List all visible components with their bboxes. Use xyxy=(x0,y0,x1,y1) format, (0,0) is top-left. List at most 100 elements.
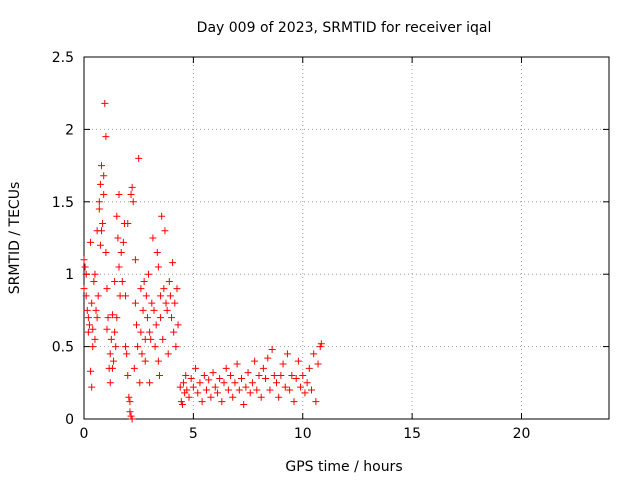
data-point xyxy=(106,350,114,358)
data-point xyxy=(150,306,158,314)
data-point xyxy=(100,191,108,199)
data-point xyxy=(127,412,135,420)
data-point xyxy=(283,350,291,358)
data-point xyxy=(259,364,267,372)
data-point xyxy=(240,401,248,409)
data-point xyxy=(155,372,163,380)
data-point xyxy=(294,357,302,365)
data-point xyxy=(248,379,256,387)
grid-lines xyxy=(84,57,609,419)
data-point xyxy=(231,379,239,387)
data-point xyxy=(103,285,111,293)
data-point xyxy=(203,386,210,394)
data-point xyxy=(158,212,166,220)
data-point xyxy=(146,328,154,336)
data-point xyxy=(312,398,320,406)
data-point xyxy=(299,372,307,380)
data-point xyxy=(146,379,154,387)
data-point xyxy=(127,191,135,199)
data-point xyxy=(89,343,97,351)
data-point xyxy=(108,364,116,372)
data-point xyxy=(137,285,145,293)
data-point xyxy=(88,299,96,307)
data-point xyxy=(96,241,104,249)
x-tick-label: 0 xyxy=(80,426,89,442)
data-point xyxy=(84,314,92,322)
data-point xyxy=(131,299,139,307)
data-point xyxy=(153,248,161,256)
data-point xyxy=(303,379,311,387)
data-point xyxy=(88,383,96,391)
data-point xyxy=(111,328,119,336)
data-point xyxy=(189,383,197,391)
data-point xyxy=(80,256,88,264)
data-point xyxy=(90,277,98,285)
data-point xyxy=(235,386,243,394)
data-point xyxy=(149,234,157,242)
data-point xyxy=(297,383,305,391)
data-point xyxy=(113,212,121,220)
data-point xyxy=(98,162,105,170)
y-tick-label: 1.5 xyxy=(52,195,74,211)
data-point xyxy=(117,248,125,256)
data-point xyxy=(142,292,150,300)
data-point xyxy=(129,198,137,206)
data-point xyxy=(162,299,170,307)
data-point xyxy=(229,393,237,401)
y-axis-label: SRMTID / TECUs xyxy=(7,182,23,295)
data-point xyxy=(194,389,202,397)
data-point xyxy=(115,191,123,199)
data-point xyxy=(157,292,165,300)
data-point xyxy=(301,389,309,397)
data-point xyxy=(80,285,88,293)
axis-ticks: 0 5 10 15 20 0 0.5 1 1.5 2 2.5 xyxy=(52,50,609,442)
data-point xyxy=(100,172,108,180)
data-point xyxy=(96,180,104,188)
data-point xyxy=(135,154,143,162)
data-point xyxy=(128,183,136,191)
data-point xyxy=(84,328,92,336)
data-point xyxy=(83,306,91,314)
data-point xyxy=(233,360,241,368)
y-tick-label: 1 xyxy=(65,267,74,283)
data-point xyxy=(131,256,139,264)
data-point xyxy=(200,372,208,380)
data-point xyxy=(154,263,162,271)
data-point xyxy=(205,376,213,384)
data-point xyxy=(227,372,235,380)
data-point xyxy=(98,227,105,235)
x-tick-label: 5 xyxy=(189,426,198,442)
data-point xyxy=(244,369,252,377)
data-point xyxy=(114,234,122,242)
data-point xyxy=(95,205,103,213)
data-point xyxy=(111,277,119,285)
data-point xyxy=(257,393,265,401)
data-point xyxy=(161,227,169,235)
data-point xyxy=(173,285,181,293)
data-point xyxy=(134,343,142,351)
data-point xyxy=(253,386,261,394)
data-point xyxy=(196,379,204,387)
data-point xyxy=(166,292,174,300)
data-point xyxy=(182,372,190,380)
data-point xyxy=(192,364,200,372)
data-point xyxy=(112,343,120,351)
y-tick-label: 0.5 xyxy=(52,340,74,356)
data-point xyxy=(91,270,99,278)
data-point xyxy=(87,367,95,375)
data-point xyxy=(95,198,103,206)
data-point xyxy=(238,374,245,382)
data-point xyxy=(224,386,232,394)
x-axis-label: GPS time / hours xyxy=(285,459,402,475)
x-tick-label: 20 xyxy=(513,426,531,442)
data-point xyxy=(136,379,144,387)
data-point xyxy=(266,386,274,394)
data-point xyxy=(108,311,116,319)
data-point xyxy=(85,321,93,329)
data-point xyxy=(110,357,118,365)
data-point xyxy=(157,314,165,322)
data-point xyxy=(288,372,296,380)
data-point xyxy=(106,379,114,387)
data-point xyxy=(82,292,90,300)
